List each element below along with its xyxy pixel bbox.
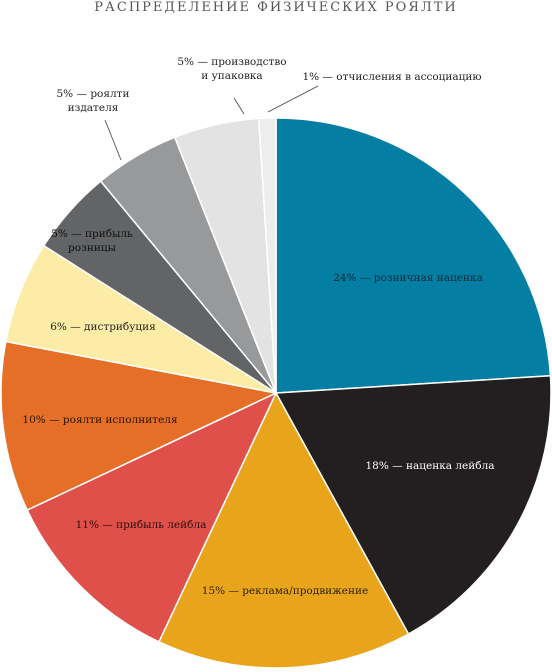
slice-labels: 24% — розничная наценка 18% — наценка лей… xyxy=(22,56,494,597)
slice-label-4: 11% — прибыль лейбла xyxy=(76,519,207,531)
pie-slice-5 xyxy=(0,340,277,511)
slice-label-line: 5% — производство xyxy=(177,56,286,68)
pie-slices xyxy=(0,117,552,669)
slice-label-line: 5% — роялти xyxy=(57,88,130,100)
slice-label-line: 15% — реклама/продвижение xyxy=(202,585,368,597)
leader-line-10 xyxy=(267,85,319,113)
leader-lines xyxy=(104,85,319,161)
slice-label-line: 11% — прибыль лейбла xyxy=(76,519,207,531)
slice-label-line: 18% — наценка лейбла xyxy=(365,460,494,472)
slice-label-10: 1% — отчисления в ассоциацию xyxy=(302,71,481,83)
slice-label-8: 5% — роялти издателя xyxy=(57,88,130,114)
leader-line-9 xyxy=(233,97,245,115)
pie-slice-3 xyxy=(158,392,410,669)
pie-slice-4 xyxy=(26,392,277,643)
slice-label-line: 6% — дистрибуция xyxy=(50,321,156,333)
slice-label-1: 24% — розничная наценка xyxy=(333,272,483,284)
slice-label-7: 5% — прибыль розницы xyxy=(51,228,133,254)
slice-label-9: 5% — производство и упаковка xyxy=(177,56,286,82)
chart-title: Распределение физических роялти xyxy=(94,0,458,15)
slice-label-2: 18% — наценка лейбла xyxy=(365,460,494,472)
slice-label-6: 6% — дистрибуция xyxy=(50,321,156,333)
slice-label-line: издателя xyxy=(68,102,119,114)
slice-label-3: 15% — реклама/продвижение xyxy=(202,585,368,597)
pie-slice-1 xyxy=(275,117,552,394)
slice-label-5: 10% — роялти исполнителя xyxy=(22,414,178,426)
pie-slice-10 xyxy=(257,117,277,394)
slice-label-line: 5% — прибыль xyxy=(51,228,133,240)
slice-label-line: розницы xyxy=(68,242,116,254)
leader-line-8 xyxy=(104,119,122,161)
slice-label-line: 1% — отчисления в ассоциацию xyxy=(302,71,481,83)
slice-label-line: 24% — розничная наценка xyxy=(333,272,483,284)
slice-label-line: 10% — роялти исполнителя xyxy=(22,414,178,426)
slice-label-line: и упаковка xyxy=(201,70,262,82)
pie-slice-2 xyxy=(275,374,552,635)
